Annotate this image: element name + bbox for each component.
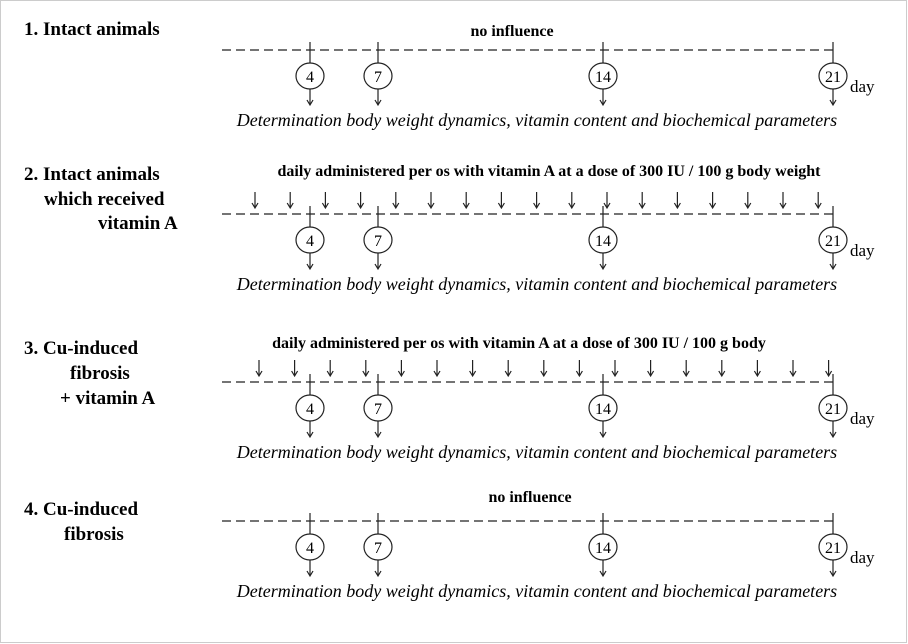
dose-arrow [433, 360, 441, 378]
group-label: + vitamin A [60, 388, 156, 409]
dose-arrow [326, 360, 334, 378]
day-number: 4 [306, 69, 314, 86]
day-unit: day [850, 241, 875, 260]
day-arrow [374, 89, 382, 107]
day-arrow [829, 560, 837, 578]
day-number: 14 [595, 233, 611, 250]
day-number: 21 [825, 69, 841, 86]
dose-arrow [814, 192, 822, 210]
day-arrow [374, 560, 382, 578]
dose-arrow [321, 192, 329, 210]
treatment: daily administered per os with vitamin A… [277, 163, 821, 180]
treatment: daily administered per os with vitamin A… [272, 335, 766, 352]
day-arrow [374, 421, 382, 439]
dose-arrow [291, 360, 299, 378]
dose-arrow [251, 192, 259, 210]
day-arrow [829, 421, 837, 439]
dose-arrow [575, 360, 583, 378]
dose-arrow [462, 192, 470, 210]
treatment: no influence [488, 489, 571, 506]
dose-arrow [673, 192, 681, 210]
day-arrow [306, 560, 314, 578]
dose-arrow [255, 360, 263, 378]
group-label: 4. Cu-induced [24, 499, 138, 520]
day-number: 21 [825, 233, 841, 250]
day-arrow [306, 253, 314, 271]
day-number: 14 [595, 401, 611, 418]
day-arrow [599, 560, 607, 578]
dose-arrow [568, 192, 576, 210]
dose-arrow [789, 360, 797, 378]
day-arrow [599, 421, 607, 439]
dose-arrow [779, 192, 787, 210]
day-unit: day [850, 77, 875, 96]
dose-arrow [718, 360, 726, 378]
day-arrow [829, 89, 837, 107]
dose-arrow [825, 360, 833, 378]
day-number: 7 [374, 233, 382, 250]
day-arrow [306, 421, 314, 439]
day-arrow [306, 89, 314, 107]
dose-arrow [497, 192, 505, 210]
dose-arrow [540, 360, 548, 378]
group-label: 2. Intact animals [24, 164, 160, 185]
dose-arrow [504, 360, 512, 378]
day-number: 7 [374, 401, 382, 418]
group-label: fibrosis [70, 363, 130, 384]
day-number: 4 [306, 540, 314, 557]
dose-arrow [469, 360, 477, 378]
group-label: vitamin A [98, 213, 178, 234]
dose-arrow [638, 192, 646, 210]
outcome: Determination body weight dynamics, vita… [236, 110, 837, 130]
day-arrow [374, 253, 382, 271]
dose-arrow [362, 360, 370, 378]
dose-arrow [682, 360, 690, 378]
day-number: 7 [374, 69, 382, 86]
group-label: 3. Cu-induced [24, 338, 138, 359]
dose-arrow [392, 192, 400, 210]
dose-arrow [533, 192, 541, 210]
day-number: 14 [595, 69, 611, 86]
day-arrow [599, 253, 607, 271]
dose-arrow [603, 192, 611, 210]
group-label: which received [44, 189, 165, 210]
dose-arrow [709, 192, 717, 210]
day-number: 21 [825, 540, 841, 557]
day-number: 21 [825, 401, 841, 418]
treatment: no influence [470, 23, 553, 40]
day-number: 4 [306, 401, 314, 418]
day-unit: day [850, 548, 875, 567]
outcome: Determination body weight dynamics, vita… [236, 274, 837, 294]
day-number: 7 [374, 540, 382, 557]
day-arrow [829, 253, 837, 271]
dose-arrow [397, 360, 405, 378]
dose-arrow [286, 192, 294, 210]
dose-arrow [427, 192, 435, 210]
dose-arrow [753, 360, 761, 378]
day-arrow [599, 89, 607, 107]
dose-arrow [611, 360, 619, 378]
group-label: 1. Intact animals [24, 19, 160, 40]
dose-arrow [357, 192, 365, 210]
dose-arrow [647, 360, 655, 378]
outcome: Determination body weight dynamics, vita… [236, 581, 837, 601]
day-unit: day [850, 409, 875, 428]
outcome: Determination body weight dynamics, vita… [236, 442, 837, 462]
day-number: 4 [306, 233, 314, 250]
day-number: 14 [595, 540, 611, 557]
group-label: fibrosis [64, 524, 124, 545]
dose-arrow [744, 192, 752, 210]
